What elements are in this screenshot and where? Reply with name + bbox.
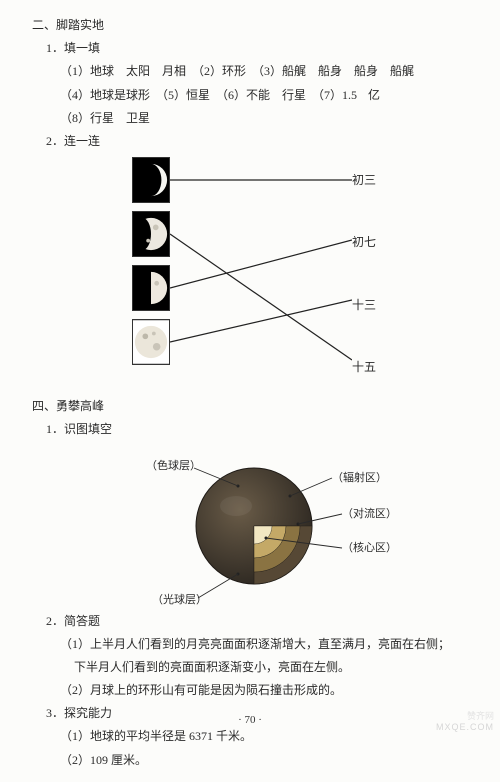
watermark-1: 赞齐网 — [467, 709, 494, 722]
match-label-3: 十五 — [352, 358, 376, 377]
watermark-2: MXQE.COM — [436, 722, 494, 732]
moon-full — [132, 319, 170, 365]
s4-q2-a1b: 下半月人们看到的亮面面积逐渐变小，亮面在左侧。 — [32, 658, 476, 677]
s4-q1-title: 1．识图填空 — [32, 420, 476, 439]
section-2-heading: 二、脚踏实地 — [32, 16, 476, 35]
q2-title: 2．连一连 — [32, 132, 476, 151]
q1-line1: （1）地球 太阳 月相 （2）环形 （3）船艉 船身 船身 船艉 — [32, 62, 476, 81]
moon-half — [132, 265, 170, 311]
s4-q2-a2: （2）月球上的环形山有可能是因为陨石撞击形成的。 — [32, 681, 476, 700]
anno-tr: （辐射区） — [332, 470, 387, 488]
anno-tl: （色球层） — [146, 458, 201, 476]
page-number: · 70 · — [0, 714, 500, 726]
moon-gibbous — [132, 211, 170, 257]
s4-q2-title: 2．简答题 — [32, 612, 476, 631]
q1-title: 1．填一填 — [32, 39, 476, 58]
sun-diagram: （色球层） （辐射区） （对流区） （核心区） （光球层） — [104, 448, 404, 608]
q1-line2: （4）地球是球形 （5）恒星 （6）不能 行星 （7）1.5 亿 — [32, 86, 476, 105]
anno-mr: （对流区） — [342, 506, 397, 524]
q1-line3: （8）行星 卫星 — [32, 109, 476, 128]
match-label-0: 初三 — [352, 171, 376, 190]
anno-br: （核心区） — [342, 540, 397, 558]
moon-crescent — [132, 157, 170, 203]
match-label-1: 初七 — [352, 233, 376, 252]
s4-q2-a1a: （1）上半月人们看到的月亮亮面面积逐渐增大，直至满月，亮面在右侧； — [32, 635, 476, 654]
s4-q3-a1: （1）地球的平均半径是 6371 千米。 — [32, 727, 476, 746]
match-label-2: 十三 — [352, 296, 376, 315]
anno-bl: （光球层） — [152, 592, 207, 610]
s4-q3-a2: （2）109 厘米。 — [32, 751, 476, 770]
section-4-heading: 四、勇攀高峰 — [32, 397, 476, 416]
match-diagram: 初三 初七 十三 十五 — [132, 157, 476, 391]
